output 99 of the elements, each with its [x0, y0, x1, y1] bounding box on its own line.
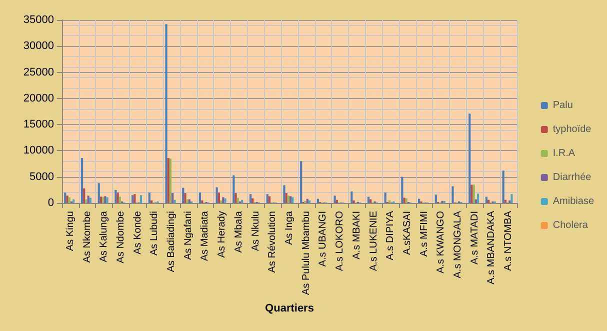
- legend-label: Cholera: [552, 220, 588, 231]
- x-tick-label: A.s MONGALA: [452, 210, 464, 278]
- bar: [316, 198, 319, 203]
- bar: [452, 186, 454, 203]
- x-tick-label: As Konde: [132, 210, 144, 254]
- x-tick-label: As Ndombe: [115, 210, 126, 264]
- bar: [218, 192, 220, 203]
- x-tick-label: As Nkulu: [250, 211, 262, 252]
- x-tick-label: As Madiata: [200, 210, 211, 262]
- x-tick-label: A.s MBANDAKA: [486, 210, 498, 284]
- bar: [401, 176, 404, 203]
- bar: [384, 192, 386, 203]
- x-tick-label: As Herady: [216, 211, 228, 258]
- x-tick-label: A.s LOKORO: [334, 210, 346, 272]
- bar: [236, 198, 239, 203]
- x-tick-label: As Pululu Mbambu: [300, 211, 312, 295]
- x-tick-label: A.s MATADI: [469, 211, 480, 265]
- bar: [216, 187, 218, 203]
- x-tick-label: As Révolution: [267, 211, 278, 273]
- x-tick-label: A.sKASAI: [402, 211, 413, 255]
- x-tick-label: As Kalunga: [98, 210, 110, 262]
- bar: [83, 188, 86, 203]
- bar: [169, 158, 172, 203]
- bar: [165, 24, 168, 203]
- bar: [485, 196, 488, 203]
- bar: [174, 200, 176, 203]
- bar: [508, 200, 511, 203]
- bar: [488, 200, 490, 203]
- bar: [287, 196, 290, 203]
- bar: [476, 194, 480, 203]
- x-tick-label: A.s UBANGI: [318, 211, 329, 267]
- bar: [434, 194, 437, 203]
- bar: [241, 200, 244, 203]
- x-tick-label: As Badiadingi: [166, 211, 178, 272]
- bar: [350, 191, 353, 203]
- bar: [72, 199, 75, 203]
- bar: [98, 183, 100, 203]
- bar: [220, 200, 222, 203]
- bar: [118, 196, 121, 203]
- x-tick-label: As Inga: [284, 210, 295, 245]
- bar: [85, 199, 88, 203]
- bar: [285, 193, 288, 203]
- bar: [266, 194, 268, 203]
- x-tick-label: As Lubudi: [149, 211, 160, 256]
- bar: [114, 190, 117, 203]
- y-tick-label: 35000: [23, 14, 54, 26]
- x-tick-label: As Kingu: [64, 211, 76, 252]
- legend-label: Palu: [552, 100, 573, 111]
- x-tick-label: A.s NTOMBA: [503, 210, 514, 271]
- bar: [167, 158, 170, 203]
- bar: [510, 194, 513, 203]
- legend-label: I.R.A: [552, 148, 576, 159]
- bar: [100, 196, 102, 203]
- x-tick-label: As Mbala: [233, 210, 244, 253]
- bar: [140, 195, 142, 203]
- x-tick-label: A.s DIPIYA: [385, 210, 396, 260]
- bar: [64, 192, 66, 203]
- bar: [198, 192, 202, 203]
- y-tick-label: 25000: [23, 66, 54, 78]
- bar: [334, 196, 336, 203]
- y-tick-label: 5000: [30, 170, 54, 183]
- bar: [234, 193, 237, 203]
- legend-label: Diarrhée: [552, 172, 592, 183]
- bar: [468, 114, 471, 203]
- bar: [474, 199, 477, 203]
- bar: [232, 175, 235, 203]
- x-tick-label: A.s KWANGO: [436, 210, 447, 274]
- bar: [502, 170, 504, 203]
- bar: [370, 199, 372, 203]
- bar: [336, 200, 338, 203]
- bar: [182, 188, 184, 203]
- x-tick-label: As Nkombe: [82, 210, 93, 263]
- bar: [150, 200, 153, 203]
- x-axis-title: Quartiers: [265, 302, 314, 314]
- bar: [148, 192, 150, 203]
- bar: [504, 200, 506, 203]
- y-tick-label: 30000: [23, 40, 54, 52]
- bar: [172, 193, 174, 203]
- legend-label: Amibiase: [552, 196, 594, 207]
- bar: [418, 198, 420, 203]
- bar: [268, 196, 271, 203]
- bar: [116, 192, 119, 203]
- bar: [283, 185, 286, 203]
- x-tick-label: A.s MBAKI: [351, 211, 362, 260]
- bar: [249, 194, 252, 203]
- x-tick-label: A.s LUKENIE: [368, 210, 380, 272]
- y-tick-label: 0: [48, 197, 54, 209]
- bar: [300, 161, 302, 203]
- y-tick-label: 10000: [23, 144, 54, 157]
- x-tick-label: A.s MFIMI: [418, 211, 430, 257]
- bar: [184, 193, 186, 203]
- x-tick-label: As Ngafani: [182, 211, 194, 260]
- legend-label: typhoïde: [552, 124, 592, 135]
- y-tick-label: 20000: [23, 92, 54, 104]
- y-tick-label: 15000: [23, 118, 54, 131]
- bar: [308, 200, 311, 203]
- bar: [252, 198, 254, 203]
- bar: [80, 158, 84, 203]
- bar: [367, 196, 370, 203]
